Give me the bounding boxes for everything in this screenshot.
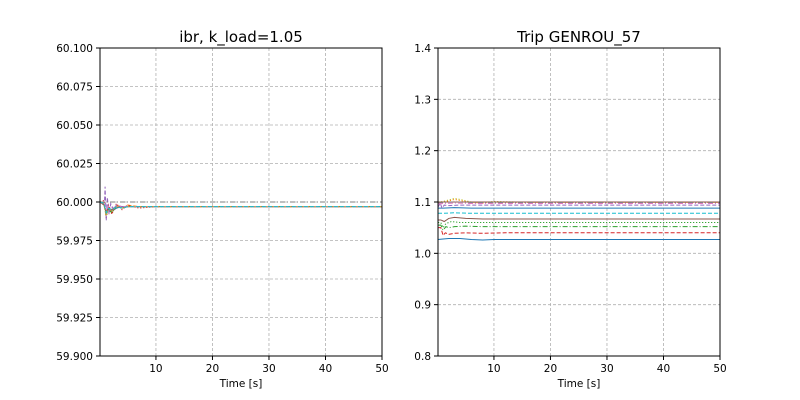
- series-line-5: [100, 186, 382, 221]
- y-tick-label: 0.8: [414, 351, 431, 363]
- series-line-10: [99, 201, 382, 215]
- x-tick-label: 40: [657, 363, 670, 375]
- y-tick-label: 59.975: [56, 236, 93, 248]
- x-tick-label: 30: [600, 363, 613, 375]
- series-line-8: [437, 201, 720, 210]
- right-ticks: 0.8 0.9 1.0 1.1 1.2 1.3 1.4 10 20 30 40 50: [414, 43, 726, 375]
- right-axes-frame: [437, 47, 721, 357]
- series-line-12: [437, 201, 720, 204]
- series-line-9: [438, 198, 720, 204]
- left-chart-title: ibr, k_load=1.05: [179, 28, 303, 47]
- y-tick-label: 1.4: [414, 43, 431, 55]
- y-tick-label: 0.9: [414, 300, 431, 312]
- x-tick-label: 50: [713, 363, 726, 375]
- right-axes: Trip GENROU_57 0.8 0.9 1.0 1.1 1.2 1.3 1.4 10 20…: [414, 28, 726, 390]
- series-line-4: [438, 220, 720, 229]
- y-tick-label: 60.025: [56, 159, 93, 171]
- x-tick-label: 20: [206, 363, 219, 375]
- right-chart-title: Trip GENROU_57: [516, 28, 641, 47]
- series-line-13: [437, 202, 720, 205]
- series-line-2: [438, 227, 720, 237]
- series-line-5: [438, 216, 720, 223]
- y-tick-label: 59.950: [56, 274, 93, 286]
- series-line-7: [438, 207, 720, 209]
- x-tick-label: 10: [487, 363, 500, 375]
- left-series: [99, 186, 382, 221]
- y-tick-label: 1.2: [414, 146, 431, 158]
- y-tick-label: 60.100: [56, 43, 93, 55]
- x-tick-label: 40: [319, 363, 332, 375]
- series-line-3: [438, 224, 720, 232]
- x-tick-label: 10: [149, 363, 162, 375]
- y-tick-label: 1.0: [414, 248, 431, 260]
- y-tick-label: 60.050: [56, 120, 93, 132]
- series-line-6: [438, 212, 720, 214]
- y-tick-label: 59.925: [56, 313, 93, 325]
- left-axes-frame: [99, 47, 383, 357]
- right-series: [437, 197, 720, 241]
- y-tick-label: 1.1: [414, 197, 431, 209]
- x-tick-label: 50: [375, 363, 388, 375]
- left-x-axis-label: Time [s]: [219, 378, 263, 390]
- left-ticks: 59.900 59.925 59.950 59.975 60.000 60.025 60.0…: [56, 43, 388, 375]
- right-x-axis-label: Time [s]: [557, 378, 601, 390]
- y-tick-label: 59.900: [56, 351, 93, 363]
- x-tick-label: 20: [544, 363, 557, 375]
- y-tick-label: 60.000: [56, 197, 93, 209]
- y-tick-label: 60.075: [56, 82, 93, 94]
- y-tick-label: 1.3: [414, 94, 431, 106]
- x-tick-label: 30: [262, 363, 275, 375]
- series-line-1: [437, 237, 720, 241]
- left-axes: ibr, k_load=1.05 59.900 59.925 59.950 59.97…: [56, 28, 388, 390]
